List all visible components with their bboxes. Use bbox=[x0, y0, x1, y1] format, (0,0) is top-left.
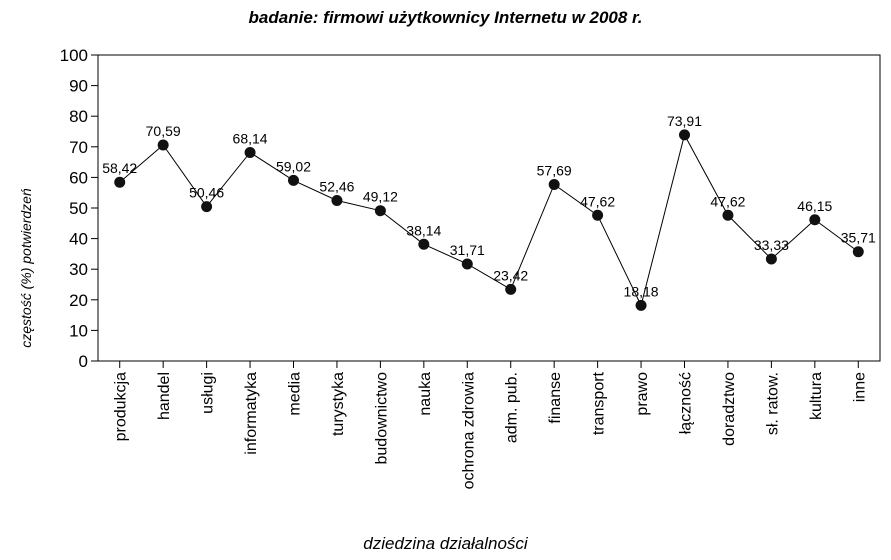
y-tick-label: 50 bbox=[69, 199, 88, 218]
data-label: 23,42 bbox=[493, 267, 528, 283]
x-axis: produkcja handel usługi informatyka media tur… bbox=[113, 361, 868, 490]
x-tick-label: transport bbox=[591, 371, 608, 435]
x-tick-label: produkcja bbox=[113, 372, 130, 441]
data-label: 47,62 bbox=[580, 193, 615, 209]
plot-frame bbox=[97, 54, 881, 362]
data-label: 57,69 bbox=[537, 162, 572, 178]
data-label: 70,59 bbox=[146, 123, 181, 139]
data-label: 35,71 bbox=[841, 230, 876, 246]
x-tick-label: handel bbox=[156, 372, 173, 420]
x-tick-label: kultura bbox=[808, 372, 825, 420]
data-label: 59,02 bbox=[276, 158, 311, 174]
data-label: 50,46 bbox=[189, 185, 224, 201]
x-tick-label: prawo bbox=[634, 372, 651, 416]
y-axis: 0 10 20 30 40 50 60 70 80 90 100 bbox=[60, 46, 98, 371]
y-tick-label: 70 bbox=[69, 138, 88, 157]
data-point bbox=[548, 178, 560, 190]
chart-title: badanie: firmowi użytkownicy Internetu w… bbox=[248, 8, 643, 27]
y-tick-label: 100 bbox=[60, 46, 88, 65]
data-point bbox=[201, 201, 213, 213]
data-point bbox=[592, 209, 604, 221]
data-label: 49,12 bbox=[363, 189, 398, 205]
x-tick-label: adm. pub. bbox=[504, 372, 521, 443]
x-tick-label: budownictwo bbox=[373, 372, 390, 465]
data-point bbox=[679, 129, 690, 141]
data-label: 31,71 bbox=[450, 242, 485, 258]
data-label: 58,42 bbox=[102, 160, 137, 176]
x-tick-label: nauka bbox=[417, 372, 434, 416]
data-label: 33,33 bbox=[754, 237, 789, 253]
y-tick-label: 10 bbox=[69, 321, 88, 340]
series-line bbox=[119, 133, 859, 307]
x-tick-label: inne bbox=[851, 372, 868, 402]
x-tick-label: turystyka bbox=[330, 372, 347, 436]
y-tick-label: 60 bbox=[69, 168, 88, 187]
y-tick-label: 90 bbox=[69, 77, 88, 96]
data-point bbox=[114, 176, 126, 188]
y-tick-label: 0 bbox=[79, 352, 88, 371]
x-tick-label: usługi bbox=[200, 372, 217, 414]
y-tick-label: 80 bbox=[69, 107, 88, 126]
data-point bbox=[288, 174, 299, 186]
data-point bbox=[461, 258, 473, 270]
data-point bbox=[765, 253, 777, 265]
data-point bbox=[852, 246, 864, 258]
data-point bbox=[157, 139, 169, 151]
y-tick-label: 40 bbox=[69, 230, 88, 249]
data-label: 18,18 bbox=[624, 283, 659, 299]
y-tick-label: 30 bbox=[69, 260, 88, 279]
x-tick-label: łączność bbox=[678, 372, 695, 434]
x-tick-label: sł. ratow. bbox=[764, 372, 781, 435]
data-label: 38,14 bbox=[406, 222, 441, 238]
data-label: 46,15 bbox=[797, 198, 832, 214]
data-point bbox=[505, 283, 517, 295]
y-tick-label: 20 bbox=[69, 291, 88, 310]
x-tick-label: media bbox=[287, 372, 304, 416]
data-point bbox=[244, 146, 256, 158]
data-label: 68,14 bbox=[233, 130, 268, 146]
x-axis-label: dziedzina działalności bbox=[363, 534, 528, 553]
data-label: 47,62 bbox=[710, 193, 745, 209]
data-series: 58,42 70,59 50,46 68,14 59,02 52,46 49,12 38,14… bbox=[102, 113, 876, 311]
data-point bbox=[374, 205, 386, 217]
x-tick-label: ochrona zdrowia bbox=[460, 372, 477, 490]
data-point bbox=[809, 214, 821, 226]
data-point bbox=[418, 238, 430, 250]
data-point bbox=[331, 194, 343, 206]
data-point bbox=[635, 299, 647, 311]
x-tick-label: informatyka bbox=[243, 372, 260, 455]
x-tick-label: finanse bbox=[547, 372, 564, 424]
data-point bbox=[722, 209, 734, 221]
x-tick-label: doradztwo bbox=[721, 372, 738, 446]
data-label: 52,46 bbox=[319, 178, 354, 194]
data-label: 73,91 bbox=[667, 113, 702, 129]
